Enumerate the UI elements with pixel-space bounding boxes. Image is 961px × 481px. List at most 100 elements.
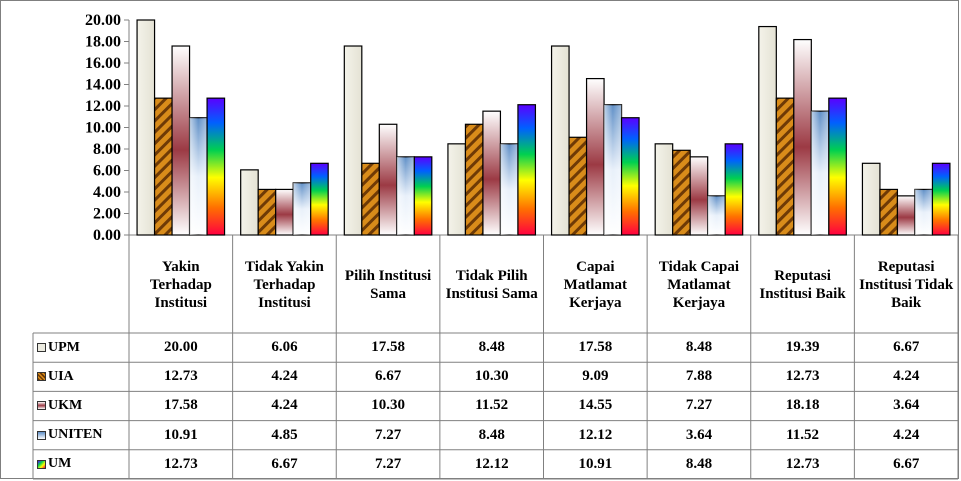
legend-uia: UIA: [33, 362, 129, 391]
bar-um-6: [724, 143, 744, 236]
bar-uia-4: [464, 123, 484, 236]
bar-upm-1: [136, 19, 156, 236]
legend-ukm: UKM: [33, 391, 129, 420]
y-tick-label: 2.00: [93, 206, 121, 223]
table-cell: 3.64: [893, 397, 920, 414]
table-cell: 3.64: [685, 426, 713, 443]
legend-key-icon: [37, 372, 46, 382]
bar-uia-5: [568, 136, 588, 236]
category-label: Reputasi Institusi Baik: [759, 267, 846, 302]
bars: [136, 19, 951, 236]
bar-sheen: [914, 189, 933, 235]
y-tick-label: 18.00: [85, 34, 121, 51]
y-tick-label: 20.00: [85, 12, 121, 29]
bar-sheen: [604, 104, 622, 236]
y-tick-label: 16.00: [85, 55, 121, 72]
bar-upm-6: [654, 143, 674, 236]
table-cell: 12.73: [163, 455, 198, 472]
table-cell: 4.24: [271, 368, 298, 385]
legend-uniten: UNITEN: [33, 421, 129, 450]
bar-sheen: [500, 143, 518, 235]
table-cell: 17.58: [163, 397, 198, 414]
table-cell: 7.88: [685, 368, 713, 385]
legend-key-icon: [37, 343, 46, 353]
table-cell: 10.30: [474, 368, 509, 385]
table-cell: 10.91: [578, 455, 613, 472]
category-label: Reputasi Institusi Tidak Baik: [859, 258, 954, 311]
table-cell: 6.67: [893, 455, 920, 472]
table-cell: 6.67: [271, 455, 298, 472]
table-cell: 6.67: [893, 339, 920, 356]
bar-ukm-2: [275, 188, 294, 236]
bar-ukm-4: [482, 110, 502, 236]
y-tick-label: 8.00: [93, 141, 121, 158]
legend-key-icon: [37, 459, 46, 469]
category-label: Yakin Terhadap Institusi: [149, 258, 212, 311]
bar-sheen: [293, 182, 311, 235]
bar-um-5: [620, 117, 640, 236]
table-cell: 4.85: [271, 426, 298, 443]
bar-um-2: [310, 162, 329, 236]
bar-upm-7: [758, 25, 777, 236]
bar-sheen: [811, 111, 829, 235]
y-tick-label: 4.00: [93, 184, 121, 201]
data-table-grid: [32, 235, 959, 480]
bar-upm-8: [861, 162, 881, 236]
table-cell: 6.67: [374, 368, 402, 385]
category-label: Tidak Pilih Institusi Sama: [445, 267, 538, 302]
table-cell: 10.91: [163, 426, 198, 443]
table-cell: 17.58: [578, 339, 613, 356]
legend-upm: UPM: [33, 333, 129, 362]
legend-key-icon: [37, 401, 46, 411]
bar-um-4: [517, 104, 537, 236]
bar-upm-2: [240, 169, 259, 236]
table-cell: 6.06: [271, 339, 298, 356]
y-tick-label: 0.00: [93, 227, 121, 244]
bar-uia-2: [257, 188, 277, 236]
table-cell: 7.27: [685, 397, 713, 414]
bar-ukm-8: [896, 195, 916, 236]
y-tick-label: 6.00: [93, 163, 121, 180]
bar-ukm-7: [793, 38, 812, 236]
bar-uia-6: [672, 149, 691, 236]
bar-sheen: [189, 117, 208, 235]
bar-upm-5: [550, 45, 570, 236]
bar-um-8: [931, 162, 951, 236]
table-cell: 8.48: [478, 339, 505, 356]
table-cell: 11.52: [475, 397, 509, 414]
table-cell: 9.09: [582, 368, 609, 385]
table-cell: 20.00: [163, 339, 198, 356]
table-cell: 11.52: [786, 426, 820, 443]
table-cell: 4.24: [893, 426, 920, 443]
bar-uia-3: [361, 162, 380, 236]
table-cell: 8.48: [478, 426, 505, 443]
table-cell: 4.24: [893, 368, 920, 385]
legend-name: UIA: [48, 368, 74, 384]
legend-name: UM: [48, 456, 72, 472]
bar-upm-3: [343, 45, 363, 236]
bar-uia-1: [153, 97, 173, 236]
legend-name: UKM: [48, 397, 83, 413]
legend-name: UPM: [48, 339, 80, 355]
table-cell: 8.48: [685, 339, 713, 356]
legend-key-icon: [37, 430, 46, 440]
category-label: Pilih Institusi Sama: [344, 267, 432, 302]
legend-name: UNITEN: [48, 427, 103, 443]
category-label: Tidak Yakin Terhadap Institusi: [245, 258, 324, 311]
table-cell: 12.73: [785, 455, 820, 472]
table-cell: 18.18: [785, 397, 820, 414]
table-cell: 12.73: [785, 368, 820, 385]
category-label: Capai Matlamat Kerjaya: [563, 258, 627, 311]
bar-ukm-6: [689, 156, 709, 236]
table-cell: 12.73: [163, 368, 198, 385]
table-cell: 10.30: [371, 397, 405, 414]
category-label: Tidak Capai Matlamat Kerjaya: [658, 258, 740, 311]
bar-um-7: [828, 97, 847, 236]
y-tick-label: 10.00: [85, 120, 121, 137]
bar-ukm-1: [171, 45, 191, 236]
bar-sheen: [707, 195, 726, 235]
table-cell: 4.24: [271, 397, 298, 414]
table-cell: 12.12: [474, 455, 509, 472]
